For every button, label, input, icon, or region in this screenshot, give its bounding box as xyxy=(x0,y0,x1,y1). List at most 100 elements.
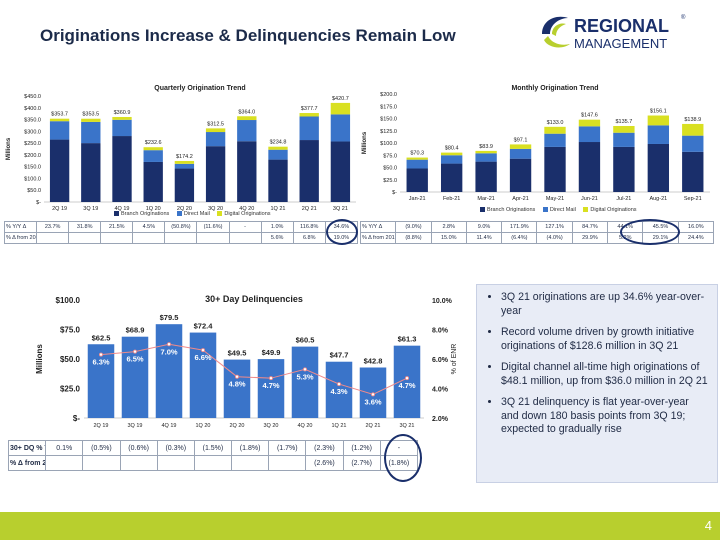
table-row: 30+ DQ % YoY Δ0.1%(0.5%)(0.6%)(0.3%)(1.5… xyxy=(7,440,419,456)
bar-segment-branch-originations xyxy=(475,161,497,192)
table-cell: 24.4% xyxy=(677,232,715,244)
table-cell: 23.7% xyxy=(36,221,70,233)
x-tick-label: 2Q 21 xyxy=(366,423,381,429)
y-tick-label: $100.0 xyxy=(56,296,81,305)
bar-total-label: $353.5 xyxy=(82,112,99,118)
enr-point xyxy=(200,348,205,353)
table-cell: 127.1% xyxy=(536,221,573,233)
table-cell: (9.0%) xyxy=(395,221,432,233)
bar-segment-direct-mail xyxy=(440,155,463,164)
x-tick-label: Sep-21 xyxy=(684,196,702,202)
table-cell xyxy=(82,455,121,471)
bar-segment-digital-originations xyxy=(544,126,566,134)
bar-segment-digital-originations xyxy=(143,147,163,151)
table-cell: 31.8% xyxy=(68,221,102,233)
x-tick-label: Jun-21 xyxy=(581,196,598,202)
enr-point xyxy=(370,392,375,397)
bar-total-label: $138.9 xyxy=(684,117,701,123)
y-tick-label: $100.0 xyxy=(380,141,397,147)
y-tick-label: $50.0 xyxy=(383,166,397,172)
bar-segment-direct-mail xyxy=(268,149,288,160)
legend-direct-label: Direct Mail xyxy=(549,207,576,213)
enr-point-label: 4.7% xyxy=(398,381,415,390)
y2-axis-label: % of ENR xyxy=(451,344,458,375)
y-tick-label: $250.0 xyxy=(24,141,41,147)
enr-point-label: 4.8% xyxy=(228,380,245,389)
table-cell: 5.6% xyxy=(260,232,294,244)
bar-segment-direct-mail xyxy=(647,125,670,144)
enr-point-label: 7.0% xyxy=(160,347,177,356)
bar-total-label: $360.9 xyxy=(114,110,131,116)
bar-segment-branch-originations xyxy=(509,158,532,192)
y2-tick-label: 2.0% xyxy=(432,416,449,423)
bar-total-label: $174.2 xyxy=(176,154,193,160)
x-tick-label: 2Q 21 xyxy=(302,206,317,212)
table-cell: 171.9% xyxy=(501,221,538,233)
footer-bar: 4 xyxy=(0,512,720,540)
table-row: % Δ from 20195.6%6.8%19.0% xyxy=(3,232,359,244)
x-tick-label: 2Q 20 xyxy=(230,423,245,429)
bar-segment-direct-mail xyxy=(544,133,566,147)
x-tick-label: 2Q 19 xyxy=(94,423,109,429)
table-cell: (1.2%) xyxy=(342,440,381,456)
bar-segment-digital-originations xyxy=(578,119,601,127)
bar-segment-direct-mail xyxy=(406,159,428,169)
table-cell xyxy=(36,232,70,244)
x-tick-label: Feb-21 xyxy=(443,196,460,202)
y-tick-label: $25.0 xyxy=(60,385,81,394)
table-cell xyxy=(119,455,158,471)
bar-segment-direct-mail xyxy=(509,148,532,159)
y-tick-label: $450.0 xyxy=(24,94,41,100)
x-tick-label: 2Q 20 xyxy=(177,206,192,212)
enr-point-label: 3.6% xyxy=(364,397,381,406)
bar-segment-digital-originations xyxy=(682,123,704,136)
dq-bar-label: $49.9 xyxy=(262,348,281,357)
quarterly-yoy-table: % Y/Y Δ 23.7% 31.8% 21.5% 4.5% (50.8%) (11.6%)… xyxy=(3,221,359,244)
y-tick-label: $350.0 xyxy=(24,118,41,124)
bar-segment-digital-originations xyxy=(475,150,497,154)
bar-segment-branch-originations xyxy=(330,141,351,202)
table-cell xyxy=(268,455,307,471)
dq-bar-label: $68.9 xyxy=(126,326,145,335)
dq-bar xyxy=(155,324,183,418)
table-cell: (8.8%) xyxy=(395,232,432,244)
x-tick-label: Jan-21 xyxy=(409,196,426,202)
y-tick-label: $100.0 xyxy=(24,176,41,182)
table-cell: (50.8%) xyxy=(164,221,198,233)
y-tick-label: $150.0 xyxy=(24,165,41,171)
y-tick-label: $200.0 xyxy=(380,92,397,98)
x-tick-label: 3Q 20 xyxy=(264,423,279,429)
table-row: % Y/Y Δ 23.7% 31.8% 21.5% 4.5% (50.8%) (11.6%)… xyxy=(3,221,359,233)
bar-total-label: $80.4 xyxy=(445,146,459,152)
bar-segment-digital-originations xyxy=(299,113,319,117)
legend-digital-label: Digital Originations xyxy=(224,211,271,217)
table-cell: (0.3%) xyxy=(156,440,195,456)
table-cell: (11.6%) xyxy=(196,221,230,233)
bar-segment-branch-originations xyxy=(578,142,601,192)
chart-title: 30+ Day Delinquencies xyxy=(205,294,303,304)
y-tick-label: $200.0 xyxy=(24,153,41,159)
x-tick-label: Apr-21 xyxy=(512,196,529,202)
legend-swatch-branch xyxy=(114,211,119,217)
table-row: % Δ from 2019(2.6%)(2.7%)(1.8%) xyxy=(7,455,419,471)
bar-segment-direct-mail xyxy=(112,119,132,137)
x-tick-label: 1Q 20 xyxy=(196,423,211,429)
x-tick-label: Jul-21 xyxy=(616,196,631,202)
dq-bar-label: $79.5 xyxy=(160,313,179,322)
dq-bar-label: $61.3 xyxy=(398,335,417,344)
y-tick-label: $150.0 xyxy=(380,117,397,123)
table-cell: 116.8% xyxy=(292,221,326,233)
x-tick-label: 1Q 21 xyxy=(271,206,286,212)
bar-segment-branch-originations xyxy=(440,163,463,192)
bar-segment-branch-originations xyxy=(49,139,70,202)
legend-swatch-direct xyxy=(542,207,548,213)
bar-total-label: $135.7 xyxy=(615,119,632,125)
delinquency-highlight-oval xyxy=(384,434,422,482)
bar-total-label: $234.8 xyxy=(270,140,287,146)
dq-bar xyxy=(325,361,353,418)
delinquency-chart: 30+ Day Delinquencies Millions % of ENR $- $… xyxy=(4,288,464,438)
enr-point xyxy=(302,367,307,372)
bar-total-label: $312.5 xyxy=(207,121,224,127)
legend-branch-label: Branch Originations xyxy=(121,211,170,217)
y-axis-label: Millions xyxy=(6,137,12,160)
